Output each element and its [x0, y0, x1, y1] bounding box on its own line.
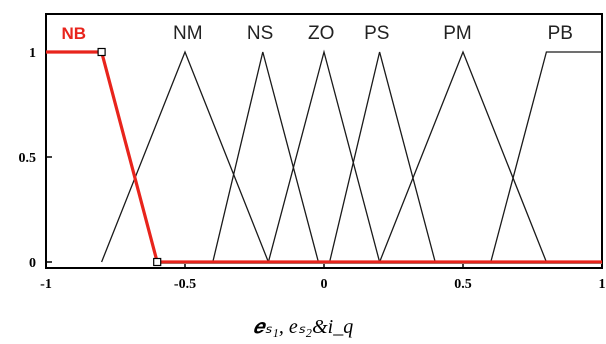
series-line-pm — [378, 50, 548, 263]
y-tick-label: 1 — [29, 46, 36, 61]
breakpoint-marker — [97, 47, 106, 57]
series-label-pm: PM — [443, 23, 472, 44]
series-line-ns — [212, 51, 320, 263]
x-tick-label: 1 — [599, 277, 606, 292]
series-label-ns: NS — [247, 23, 273, 44]
x-tick-label: 0.5 — [454, 277, 472, 292]
x-axis-label: 𝒆ₛ₁, eₛ₂&i_q — [252, 316, 354, 338]
x-tick-label: -0.5 — [174, 277, 196, 292]
series-line-ps — [328, 51, 436, 263]
y-tick-label: 0 — [29, 256, 36, 271]
x-tick-label: 0 — [321, 277, 328, 292]
breakpoint-marker — [153, 257, 162, 267]
series-line-pb — [490, 51, 602, 263]
series-line-nb — [46, 50, 602, 264]
y-tick-label: 0.5 — [19, 151, 37, 166]
series-label-pb: PB — [548, 23, 573, 44]
series-label-ps: PS — [364, 23, 389, 44]
series-label-nm: NM — [173, 23, 203, 44]
series-line-zo — [267, 49, 381, 263]
x-tick-label: -1 — [40, 277, 52, 292]
series-label-zo: ZO — [308, 23, 334, 44]
series-line-nm — [100, 50, 270, 263]
series-label-nb: NB — [62, 24, 87, 43]
